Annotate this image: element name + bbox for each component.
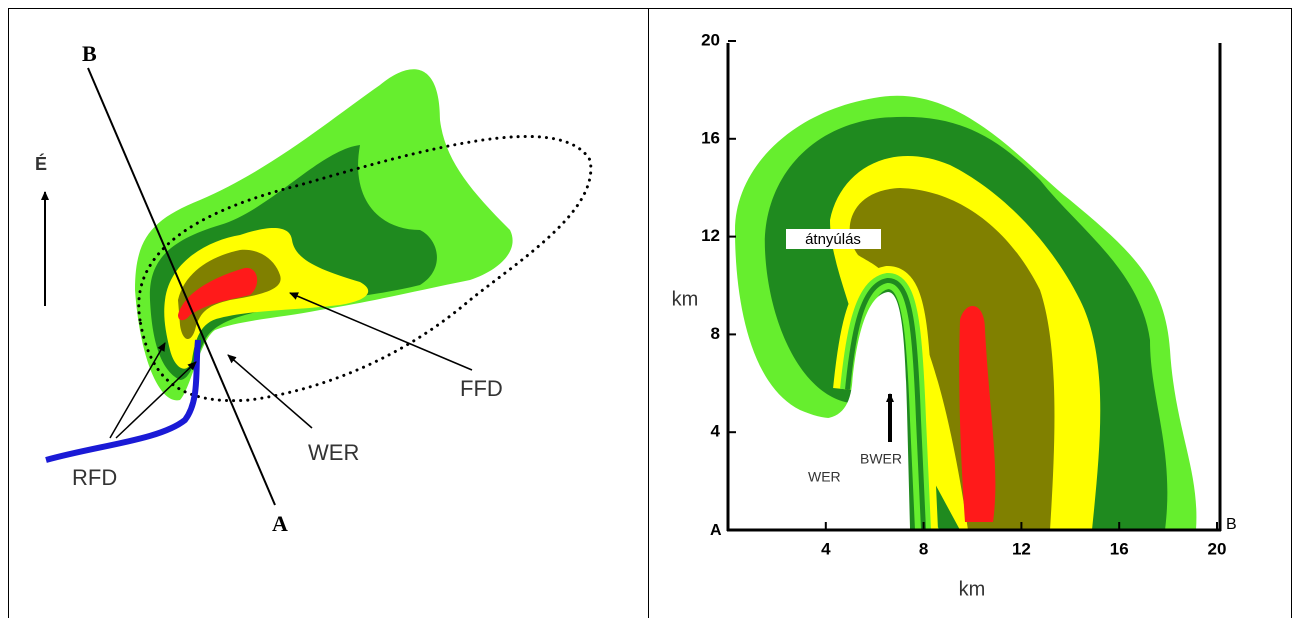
point-label: A <box>710 522 722 539</box>
bwer-label: BWER <box>860 451 902 467</box>
rfd-label: RFD <box>72 465 117 490</box>
point-label: B <box>82 41 97 66</box>
north-label: É <box>35 153 47 174</box>
x-tick-label: 16 <box>1110 539 1129 558</box>
overhang-label: átnyúlás <box>805 231 861 248</box>
y-tick-label: 20 <box>701 30 720 49</box>
x-tick-label: 4 <box>821 539 831 558</box>
plan-view: B A É RFD WER FFD <box>35 41 591 536</box>
x-tick-label: 20 <box>1208 539 1227 558</box>
wer-label: WER <box>308 440 359 465</box>
y-tick-label: 12 <box>701 226 720 245</box>
y-axis-label: km <box>672 288 699 310</box>
y-tick-label: 8 <box>711 324 720 343</box>
ffd-label: FFD <box>460 376 503 401</box>
wer-arrow <box>228 355 312 428</box>
ffd-arrow <box>290 293 472 370</box>
wer-label: WER <box>808 469 841 485</box>
x-tick-label: 12 <box>1012 539 1031 558</box>
cross-section: átnyúlás WER BWER km km A B 4 8 12 16 20 4 8 12… <box>672 30 1237 600</box>
page: B A É RFD WER FFD átnyúlás WER BWER km k… <box>0 0 1300 618</box>
rfd-arrow <box>110 343 165 438</box>
point-label: B <box>1226 516 1237 533</box>
point-label: A <box>272 511 288 536</box>
y-tick-label: 16 <box>701 128 720 147</box>
x-tick-label: 8 <box>919 539 928 558</box>
y-tick-label: 4 <box>711 422 721 441</box>
x-axis-label: km <box>959 578 986 600</box>
